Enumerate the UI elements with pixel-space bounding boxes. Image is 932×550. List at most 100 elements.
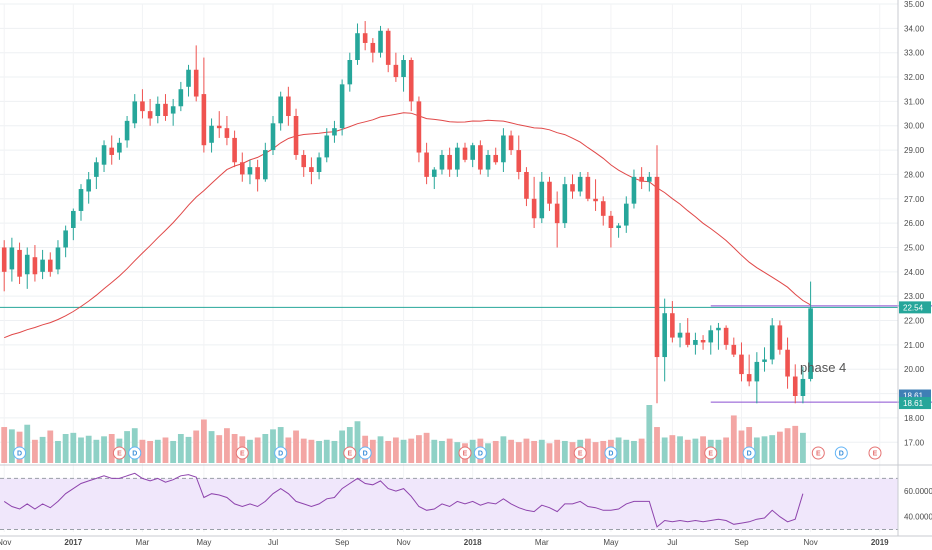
volume-bar bbox=[300, 438, 307, 463]
price-tick-label: 18.00 bbox=[904, 414, 925, 423]
candle-body bbox=[332, 128, 337, 136]
event-marker-d[interactable]: D bbox=[358, 446, 372, 460]
event-marker-e[interactable]: E bbox=[704, 446, 718, 460]
event-marker-circle bbox=[13, 446, 27, 460]
time-tick-label: Nov bbox=[803, 538, 817, 547]
candle-body bbox=[216, 125, 222, 129]
candle-body bbox=[485, 154, 491, 170]
candle-body bbox=[754, 361, 760, 382]
event-marker-d[interactable]: D bbox=[274, 446, 288, 460]
event-marker-d[interactable]: D bbox=[834, 446, 848, 460]
event-marker-circle bbox=[274, 446, 288, 460]
event-marker-d[interactable]: D bbox=[604, 446, 618, 460]
volume-bar bbox=[800, 432, 806, 463]
event-marker-circle bbox=[473, 446, 487, 460]
event-marker-e[interactable]: E bbox=[112, 446, 126, 460]
candle-body bbox=[677, 332, 683, 338]
volume-bar bbox=[262, 434, 269, 463]
event-marker-circle bbox=[573, 446, 587, 460]
price-tick-label: 34.00 bbox=[904, 24, 925, 33]
price-tick-label: 35.00 bbox=[904, 0, 925, 9]
volume-bar bbox=[531, 440, 538, 463]
volume-bar bbox=[385, 440, 392, 463]
volume-bar bbox=[515, 442, 522, 463]
candle-body bbox=[32, 257, 38, 275]
candle-body bbox=[455, 147, 460, 170]
volume-bar bbox=[631, 440, 637, 463]
candle-body bbox=[301, 154, 307, 168]
candle-body bbox=[501, 135, 506, 163]
volume-bar bbox=[400, 439, 407, 463]
candle-body bbox=[385, 30, 391, 65]
event-marker-letter: E bbox=[708, 451, 713, 458]
candle-body bbox=[447, 154, 452, 170]
candle-body bbox=[693, 340, 698, 345]
event-marker-e[interactable]: E bbox=[235, 446, 249, 460]
candle-body bbox=[777, 325, 783, 350]
candle-body bbox=[723, 327, 729, 345]
candle-body bbox=[370, 42, 376, 53]
candle-body bbox=[1, 247, 7, 272]
candle-body bbox=[193, 69, 199, 97]
event-marker-letter: E bbox=[578, 451, 583, 458]
volume-bar bbox=[170, 440, 177, 463]
event-marker-d[interactable]: D bbox=[128, 446, 142, 460]
event-marker-letter: E bbox=[240, 451, 245, 458]
candle-body bbox=[263, 150, 268, 180]
candle-body bbox=[178, 89, 184, 107]
time-tick-label: May bbox=[603, 538, 618, 547]
volume-bar bbox=[508, 439, 514, 463]
volume-bar bbox=[377, 436, 384, 463]
volume-bar bbox=[523, 438, 530, 463]
candle-body bbox=[78, 189, 84, 211]
volume-bar bbox=[661, 437, 668, 463]
candle-body bbox=[109, 147, 115, 155]
candle-body bbox=[324, 135, 330, 158]
event-marker-e[interactable]: E bbox=[343, 446, 357, 460]
volume-bar bbox=[8, 429, 15, 463]
volume-bar bbox=[500, 436, 507, 463]
candle-body bbox=[224, 128, 230, 138]
volume-bar bbox=[108, 434, 115, 463]
volume-bar bbox=[538, 439, 545, 463]
event-marker-d[interactable]: D bbox=[473, 446, 487, 460]
volume-bar bbox=[431, 439, 438, 463]
price-tag: 22.54 bbox=[899, 301, 931, 314]
event-marker-d[interactable]: D bbox=[13, 446, 27, 460]
candle-body bbox=[362, 33, 368, 43]
volume-bar bbox=[131, 428, 138, 463]
volume-bar bbox=[346, 427, 353, 463]
candle-body bbox=[639, 176, 644, 182]
candle-body bbox=[524, 172, 529, 199]
candle-body bbox=[393, 64, 399, 78]
volume-bar bbox=[93, 439, 100, 463]
price-tag-box bbox=[899, 397, 931, 410]
candle-body bbox=[808, 308, 813, 379]
event-marker-e[interactable]: E bbox=[868, 446, 882, 460]
volume-bar bbox=[339, 430, 346, 463]
price-tick-label: 20.00 bbox=[904, 365, 925, 374]
event-marker-e[interactable]: E bbox=[573, 446, 587, 460]
event-marker-e[interactable]: E bbox=[458, 446, 472, 460]
volume-bar bbox=[101, 436, 107, 463]
event-marker-circle bbox=[704, 446, 718, 460]
volume-bar bbox=[776, 431, 783, 463]
price-tick-label: 25.00 bbox=[904, 243, 925, 252]
candle-body bbox=[132, 101, 138, 124]
price-tick-label: 30.00 bbox=[904, 122, 925, 131]
time-tick-label: Sep bbox=[734, 538, 749, 547]
event-marker-e[interactable]: E bbox=[811, 446, 825, 460]
event-marker-d[interactable]: D bbox=[742, 446, 756, 460]
volume-bar bbox=[692, 438, 699, 463]
price-tick-label: 31.00 bbox=[904, 97, 925, 106]
candle-body bbox=[316, 157, 322, 172]
event-marker-letter: D bbox=[363, 451, 368, 458]
volume-bar bbox=[154, 439, 161, 463]
rsi-tick-label: 40.0000 bbox=[904, 513, 932, 522]
candle-body bbox=[201, 94, 207, 146]
volume-bar bbox=[439, 440, 445, 463]
candle-body bbox=[731, 344, 737, 355]
volume-bar bbox=[208, 431, 215, 463]
candle-body bbox=[670, 313, 675, 338]
